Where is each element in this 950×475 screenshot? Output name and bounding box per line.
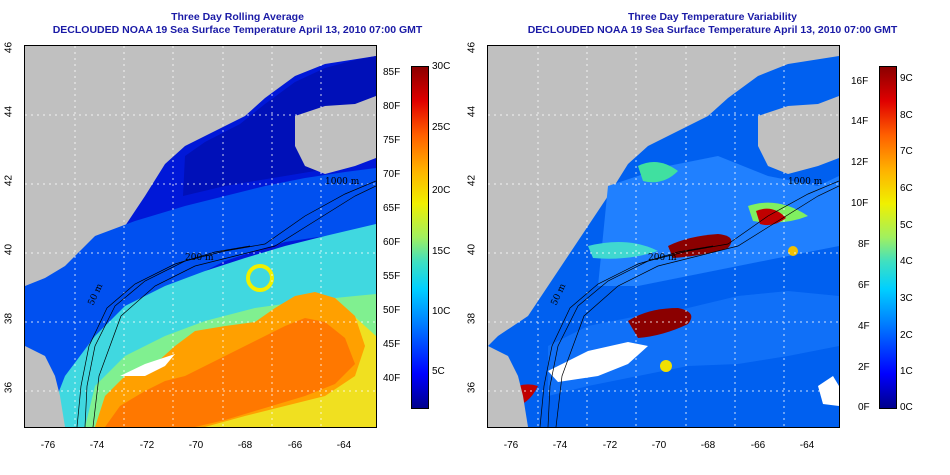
lat-tick-42: 42 [466,174,478,187]
colorbar-tick-0c: 0C [900,402,913,413]
lon-tick--64: -64 [336,440,352,451]
panel-title: Three Day Temperature Variability [627,11,798,23]
colorbar-tick-3c: 3C [900,293,913,304]
lon-tick--68: -68 [237,440,253,451]
lat-tick-36: 36 [466,381,478,394]
colorbar-tick-8f: 8F [858,239,870,250]
colorbar-tick-50f: 50F [383,305,401,316]
lon-tick--70: -70 [651,440,667,451]
lon-tick--74: -74 [89,440,105,451]
sst-colorbar [411,66,429,409]
lon-tick--68: -68 [700,440,716,451]
lat-tick-38: 38 [466,312,478,325]
contour-label-1000m: 1000 m [788,177,823,187]
sst-variability-panel: Three Day Temperature Variability DECLOU… [467,0,950,475]
lat-tick-40: 40 [3,243,15,256]
colorbar-tick-4c: 4C [900,256,913,267]
colorbar-tick-60f: 60F [383,237,401,248]
sst-variability-map[interactable]: 200 m 1000 m 50 m [487,45,840,428]
colorbar-tick-0f: 0F [858,402,870,413]
panel-subtitle: DECLOUDED NOAA 19 Sea Surface Temperatur… [52,24,423,36]
lat-tick-38: 38 [3,312,15,325]
colorbar-tick-10c: 10C [432,306,451,317]
variability-colorbar [879,66,897,409]
colorbar-tick-10f: 10F [851,198,869,209]
colorbar-tick-65f: 65F [383,203,401,214]
sst-average-panel: Three Day Rolling Average DECLOUDED NOAA… [3,11,451,451]
lat-tick-40: 40 [466,243,478,256]
sst-average-map[interactable]: 200 m 1000 m 50 m [24,45,377,428]
colorbar-tick-9c: 9C [900,73,913,84]
lat-tick-36: 36 [3,381,15,394]
colorbar-tick-80f: 80F [383,101,401,112]
colorbar-tick-30c: 30C [432,61,451,72]
colorbar-tick-6c: 6C [900,183,913,194]
lon-tick--70: -70 [188,440,204,451]
colorbar-tick-16f: 16F [851,76,869,87]
lat-tick-46: 46 [466,41,478,54]
colorbar-tick-40f: 40F [383,373,401,384]
contour-label-200m: 200 m [185,253,214,263]
colorbar-tick-15c: 15C [432,246,451,257]
lat-tick-44: 44 [3,105,15,118]
colorbar-tick-20c: 20C [432,185,451,196]
lon-tick--64: -64 [799,440,815,451]
colorbar-tick-14f: 14F [851,116,869,127]
colorbar-tick-4f: 4F [858,321,870,332]
colorbar-tick-1c: 1C [900,366,913,377]
contour-label-200m: 200 m [648,253,677,263]
lon-tick--74: -74 [552,440,568,451]
colorbar-tick-45f: 45F [383,339,401,350]
lon-tick--76: -76 [503,440,519,451]
colorbar-tick-5c: 5C [900,220,913,231]
lon-tick--66: -66 [287,440,303,451]
lat-tick-46: 46 [3,41,15,54]
colorbar-tick-55f: 55F [383,271,401,282]
colorbar-tick-12f: 12F [851,157,869,168]
colorbar-tick-75f: 75F [383,135,401,146]
colorbar-tick-25c: 25C [432,122,451,133]
colorbar-tick-6f: 6F [858,280,870,291]
lon-tick--72: -72 [139,440,155,451]
colorbar-tick-8c: 8C [900,110,913,121]
contour-label-1000m: 1000 m [325,177,360,187]
colorbar-tick-85f: 85F [383,67,401,78]
lat-tick-42: 42 [3,174,15,187]
lon-tick--66: -66 [750,440,766,451]
lat-tick-44: 44 [466,105,478,118]
lon-tick--72: -72 [602,440,618,451]
panel-subtitle: DECLOUDED NOAA 19 Sea Surface Temperatur… [527,24,898,36]
colorbar-tick-2c: 2C [900,330,913,341]
colorbar-tick-70f: 70F [383,169,401,180]
colorbar-tick-7c: 7C [900,146,913,157]
colorbar-tick-2f: 2F [858,362,870,373]
colorbar-tick-5c: 5C [432,366,445,377]
lon-tick--76: -76 [40,440,56,451]
panel-title: Three Day Rolling Average [171,11,304,23]
